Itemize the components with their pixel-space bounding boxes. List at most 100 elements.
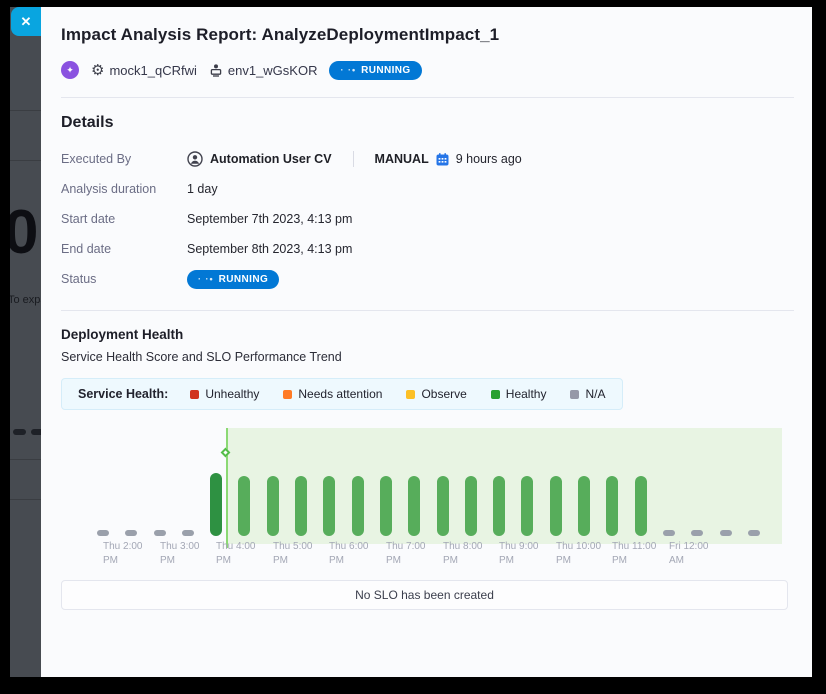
health-score-bar-healthy-first[interactable] <box>210 473 222 536</box>
x-axis-label: Thu 6:00PM <box>329 540 368 567</box>
health-score-bar-na[interactable] <box>154 530 166 536</box>
end-date-value: September 8th 2023, 4:13 pm <box>187 242 352 256</box>
health-score-bar-na[interactable] <box>182 530 194 536</box>
x-axis-label: Fri 12:00AM <box>669 540 708 567</box>
x-axis-label: Thu 2:00PM <box>103 540 142 567</box>
background-dash <box>13 429 26 435</box>
legend-label: N/A <box>585 387 605 401</box>
legend-title: Service Health: <box>78 387 168 401</box>
health-score-bar-healthy[interactable] <box>238 476 250 536</box>
environment-icon <box>209 63 223 77</box>
analysis-duration-value: 1 day <box>187 182 218 196</box>
gear-icon: ⚙ <box>91 63 104 78</box>
impact-analysis-report-drawer: Impact Analysis Report: AnalyzeDeploymen… <box>41 7 812 677</box>
legend-item: N/A <box>570 387 605 401</box>
x-axis-label: Thu 9:00PM <box>499 540 538 567</box>
badge-label: RUNNING <box>219 274 268 285</box>
status-row: Status · ·• RUNNING <box>61 264 792 294</box>
environment-id-label: env1_wGsKOR <box>228 63 318 78</box>
legend-swatch <box>190 390 199 399</box>
health-score-bar-healthy[interactable] <box>352 476 364 536</box>
health-score-bar-na[interactable] <box>663 530 675 536</box>
legend-swatch <box>406 390 415 399</box>
executed-time-ago: 9 hours ago <box>456 152 522 166</box>
status-badge: · ·• RUNNING <box>329 61 421 80</box>
health-score-bar-healthy[interactable] <box>578 476 590 536</box>
header-divider <box>61 97 794 98</box>
status-badge: · ·• RUNNING <box>187 270 279 289</box>
x-axis-label: Thu 10:00PM <box>556 540 601 567</box>
trigger-type: MANUAL <box>375 152 429 166</box>
health-score-bar-na[interactable] <box>97 530 109 536</box>
health-score-bar-healthy[interactable] <box>521 476 533 536</box>
details-rows: Executed By Automation User CV MANUAL <box>61 144 792 294</box>
legend-item: Observe <box>406 387 466 401</box>
health-score-bar-healthy[interactable] <box>550 476 562 536</box>
user-icon <box>187 151 203 167</box>
legend-item: Needs attention <box>283 387 382 401</box>
x-axis-label: Thu 5:00PM <box>273 540 312 567</box>
health-score-bar-na[interactable] <box>748 530 760 536</box>
deployment-health-heading: Deployment Health <box>61 327 792 342</box>
health-score-bar-healthy[interactable] <box>635 476 647 536</box>
vertical-separator <box>353 151 354 167</box>
health-score-bar-healthy[interactable] <box>606 476 618 536</box>
legend-item: Healthy <box>491 387 547 401</box>
slo-empty-state: No SLO has been created <box>61 580 788 610</box>
health-score-bar-healthy[interactable] <box>408 476 420 536</box>
legend-label: Healthy <box>506 387 547 401</box>
chart-bars <box>97 440 760 536</box>
legend-label: Observe <box>421 387 466 401</box>
calendar-icon <box>436 153 449 166</box>
service-health-legend: Service Health: Unhealthy Needs attention… <box>61 378 623 410</box>
health-score-bar-na[interactable] <box>691 530 703 536</box>
executed-by-user: Automation User CV <box>210 152 332 166</box>
section-divider <box>61 310 794 311</box>
row-label: Start date <box>61 212 187 226</box>
row-label: Executed By <box>61 152 187 166</box>
health-score-bar-healthy[interactable] <box>437 476 449 536</box>
legend-items: Unhealthy Needs attention Observe Healthy N/… <box>190 387 605 401</box>
executed-by-value: Automation User CV MANUAL 9 hours ago <box>187 151 522 167</box>
x-axis-label: Thu 3:00PM <box>160 540 199 567</box>
background-metric-number: 0 <box>10 197 36 268</box>
legend-swatch <box>491 390 500 399</box>
health-score-bar-na[interactable] <box>125 530 137 536</box>
analysis-duration-row: Analysis duration 1 day <box>61 174 792 204</box>
screen: 0 To expa Impact Analysis Report: Analyz… <box>0 0 826 694</box>
badge-spinner-dots: · ·• <box>198 274 214 284</box>
health-score-bar-healthy[interactable] <box>323 476 335 536</box>
x-axis-label: Thu 11:00PM <box>612 540 656 567</box>
badge-label: RUNNING <box>361 65 410 76</box>
health-score-bar-healthy[interactable] <box>295 476 307 536</box>
start-date-value: September 7th 2023, 4:13 pm <box>187 212 352 226</box>
health-score-bar-healthy[interactable] <box>465 476 477 536</box>
row-label: End date <box>61 242 187 256</box>
legend-label: Unhealthy <box>205 387 259 401</box>
monitored-service-icon: ✦ <box>61 61 79 79</box>
legend-item: Unhealthy <box>190 387 259 401</box>
health-score-bar-healthy[interactable] <box>493 476 505 536</box>
health-score-bar-na[interactable] <box>720 530 732 536</box>
row-label: Analysis duration <box>61 182 187 196</box>
details-heading: Details <box>61 114 792 132</box>
start-date-row: Start date September 7th 2023, 4:13 pm <box>61 204 792 234</box>
health-score-bar-healthy[interactable] <box>267 476 279 536</box>
deployment-health-subtitle: Service Health Score and SLO Performance… <box>61 350 792 364</box>
row-label: Status <box>61 272 187 286</box>
legend-swatch <box>570 390 579 399</box>
badge-spinner-dots: · ·• <box>340 65 356 75</box>
close-drawer-button[interactable]: ✕ <box>11 7 41 36</box>
chart-x-axis: Thu 2:00PM Thu 3:00PM Thu 4:00PM Thu 5:00PM… <box>97 540 760 570</box>
service-identifier: ⚙ mock1_qCRfwi <box>91 63 197 78</box>
x-axis-label: Thu 4:00PM <box>216 540 255 567</box>
service-health-chart: Thu 2:00PM Thu 3:00PM Thu 4:00PM Thu 5:00PM… <box>61 422 788 570</box>
legend-swatch <box>283 390 292 399</box>
x-axis-label: Thu 7:00PM <box>386 540 425 567</box>
x-axis-label: Thu 8:00PM <box>443 540 482 567</box>
service-id-label: mock1_qCRfwi <box>109 63 196 78</box>
end-date-row: End date September 8th 2023, 4:13 pm <box>61 234 792 264</box>
health-score-bar-healthy[interactable] <box>380 476 392 536</box>
report-meta-row: ✦ ⚙ mock1_qCRfwi env1_wGsKOR · ·• RUNNIN… <box>61 59 792 81</box>
environment-identifier: env1_wGsKOR <box>209 63 318 78</box>
